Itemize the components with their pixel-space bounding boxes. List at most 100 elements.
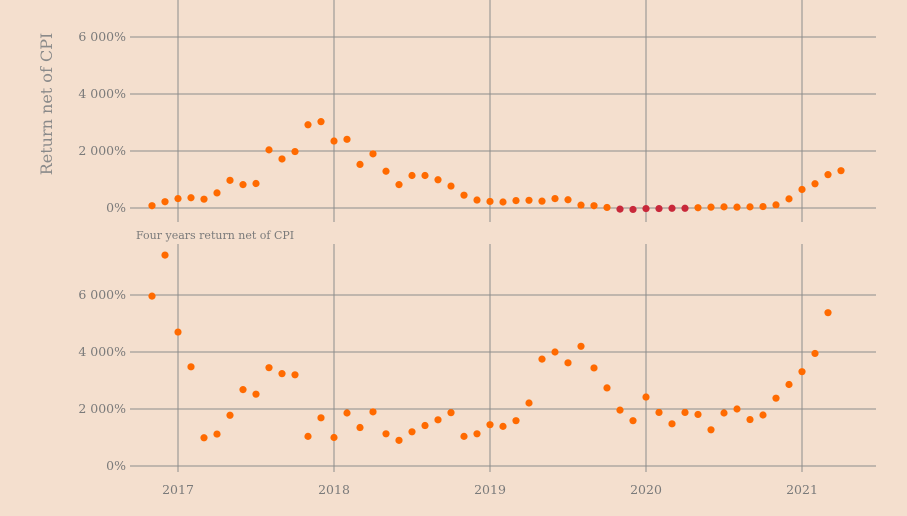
data-point [668,204,676,212]
data-point [421,421,429,430]
data-point [408,428,416,436]
x-tick-label: 2017 [162,482,194,497]
data-point [590,202,598,210]
data-point [798,368,806,376]
data-point [486,197,494,206]
data-point [538,197,546,205]
data-point [265,146,273,154]
data-point [252,390,260,398]
data-point [304,121,312,129]
data-point [395,181,403,189]
y-tick-label: 6 000% [78,29,126,44]
y-tick-label: 0% [106,458,126,473]
data-point [668,420,676,428]
data-point [733,203,741,211]
data-point [213,430,221,438]
data-point [460,191,468,199]
data-point [564,359,572,367]
y-tick-label: 4 000% [78,344,126,359]
data-point [772,394,780,402]
data-point [616,205,624,213]
data-point [785,195,793,203]
data-point [291,147,299,156]
data-point [447,409,455,417]
data-point [577,342,585,350]
data-point [304,432,312,440]
data-point [681,408,689,417]
data-point [707,426,715,434]
data-point [382,167,390,175]
data-point [798,185,806,194]
data-point [720,409,728,417]
data-point [642,204,650,213]
data-point [239,386,247,394]
data-point [551,194,559,203]
panel-2-title: Four years return net of CPI [136,229,294,242]
data-point [473,196,481,204]
data-point [356,160,364,168]
data-point [707,203,715,211]
data-point [525,196,533,204]
data-point [642,393,650,401]
data-point [317,118,325,126]
data-point [408,171,416,180]
x-tick-label: 2021 [786,482,818,497]
data-point [512,196,520,205]
data-point [382,430,390,438]
data-point [837,167,845,175]
data-point [629,417,637,425]
data-point [720,203,728,211]
y-tick-label: 0% [106,200,126,215]
data-point [317,414,325,422]
data-point [460,432,468,440]
x-tick-label: 2019 [474,482,506,497]
data-point [629,205,637,214]
data-point [395,436,403,444]
data-point [278,155,286,163]
data-point [811,180,819,188]
data-point [226,411,234,419]
data-point [330,137,338,145]
data-point [590,364,598,372]
data-point [278,370,286,378]
data-point [343,135,351,143]
data-point [421,171,429,180]
data-point [811,349,819,358]
data-point [369,408,377,416]
data-point [525,399,533,407]
data-point [785,380,793,389]
y-tick-label: 2 000% [78,401,126,416]
data-point [655,204,663,213]
data-point [213,189,221,197]
data-point [733,405,741,413]
data-point [330,433,338,442]
data-point [252,179,260,188]
data-point [603,384,611,392]
data-point [226,176,234,184]
data-point [200,434,208,442]
data-point [148,202,156,210]
data-point [174,328,182,336]
data-point [291,371,299,379]
data-point [538,355,546,363]
data-point [759,411,767,419]
data-point [499,198,507,206]
data-point [746,415,754,424]
data-point [603,203,611,212]
data-point [694,410,702,419]
data-point [499,422,507,430]
data-point [772,201,780,209]
panel-2-plot: 0% 2 000% 4 000% 6 000% 2017 2018 2019 2020 2021 [78,244,876,497]
data-point [447,182,455,190]
data-point [564,196,572,204]
data-point [681,204,689,212]
data-point [343,409,351,417]
data-point [746,203,754,211]
data-point [694,204,702,212]
data-point [434,176,442,184]
data-point [369,150,377,158]
data-point [356,423,364,432]
data-point [148,292,156,300]
data-point [577,201,585,209]
data-point [265,364,273,372]
